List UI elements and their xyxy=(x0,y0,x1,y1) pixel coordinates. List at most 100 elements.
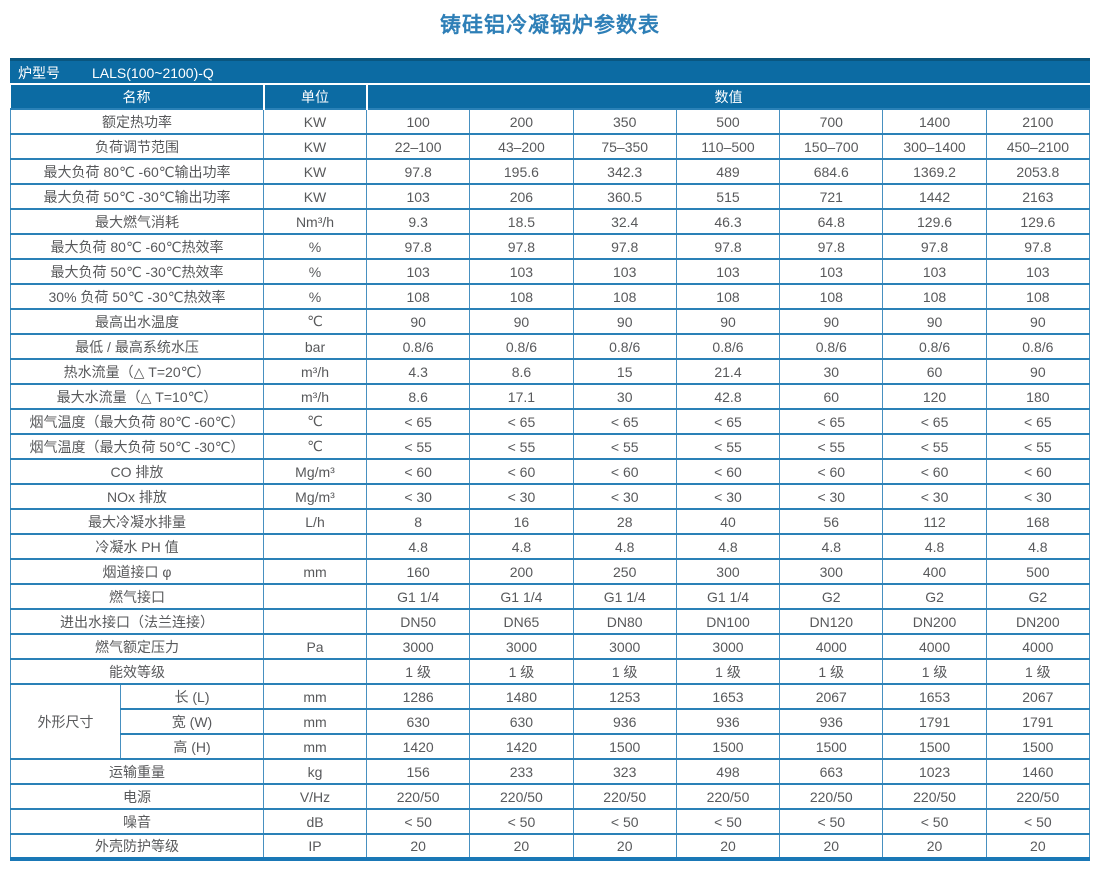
value-cell: 233 xyxy=(469,758,574,785)
value-cell: < 60 xyxy=(469,458,574,485)
value-cell: 75–350 xyxy=(572,133,677,160)
value-cell: 97.8 xyxy=(675,233,781,260)
unit-cell xyxy=(263,658,367,685)
value-cell: 4000 xyxy=(882,633,987,660)
value-cell: 112 xyxy=(882,508,987,535)
value-cell: 1253 xyxy=(572,683,677,710)
value-cell: 663 xyxy=(779,758,884,785)
value-cell: 20 xyxy=(882,833,987,860)
value-cell: 1653 xyxy=(675,683,781,710)
row-label-cell: 30% 负荷 50℃ -30℃热效率 xyxy=(10,283,264,310)
value-cell: 4000 xyxy=(985,633,1091,660)
table-row: 外壳防护等级 IP 20 20 20 20 20 20 20 xyxy=(10,833,1091,860)
unit-cell: mm xyxy=(263,558,367,585)
table-row: 负荷调节范围 KW 22–100 43–200 75–350 110–500 150–700… xyxy=(10,133,1091,160)
value-cell: 160 xyxy=(365,558,471,585)
row-label-cell: 运输重量 xyxy=(10,758,264,785)
table-row: 30% 负荷 50℃ -30℃热效率% 108 108 108 108 108 108 108 xyxy=(10,283,1091,310)
value-cell: < 60 xyxy=(675,458,781,485)
unit-cell: ℃ xyxy=(263,408,367,435)
table-row: 冷凝水 PH 值 4.8 4.8 4.8 4.8 4.8 4.8 4.8 xyxy=(10,533,1091,560)
column-header-row: 名称 单位 数值 xyxy=(10,85,1090,109)
value-cell: DN80 xyxy=(572,608,677,635)
value-cell: < 65 xyxy=(365,408,471,435)
value-cell: 97.8 xyxy=(882,233,987,260)
value-cell: 4.8 xyxy=(572,533,677,560)
value-cell: 684.6 xyxy=(779,158,884,185)
value-cell: 90 xyxy=(365,308,471,335)
value-cell: 156 xyxy=(365,758,471,785)
value-cell: 90 xyxy=(985,358,1091,385)
value-cell: 936 xyxy=(572,708,677,735)
unit-cell: KW xyxy=(263,108,367,135)
value-cell: 108 xyxy=(985,283,1091,310)
value-cell: 0.8/6 xyxy=(985,333,1091,360)
value-cell: 1023 xyxy=(882,758,987,785)
value-cell: 200 xyxy=(469,108,574,135)
unit-cell: V/Hz xyxy=(263,783,367,810)
row-label-cell: 最高出水温度 xyxy=(10,308,264,335)
value-cell: 350 xyxy=(572,108,677,135)
unit-cell: KW xyxy=(263,183,367,210)
value-cell: 108 xyxy=(365,283,471,310)
unit-cell: Mg/m³ xyxy=(263,483,367,510)
value-cell: 1500 xyxy=(572,733,677,760)
value-cell: 1500 xyxy=(675,733,781,760)
value-cell: 936 xyxy=(675,708,781,735)
value-cell: 4.8 xyxy=(469,533,574,560)
value-cell: 0.8/6 xyxy=(675,333,781,360)
value-cell: DN100 xyxy=(675,608,781,635)
value-cell: 16 xyxy=(469,508,574,535)
value-cell: 3000 xyxy=(469,633,574,660)
value-cell: < 50 xyxy=(469,808,574,835)
value-cell: 721 xyxy=(779,183,884,210)
unit-cell xyxy=(263,583,367,610)
value-cell: 4.8 xyxy=(882,533,987,560)
unit-cell: mm xyxy=(263,733,367,760)
value-cell: 64.8 xyxy=(779,208,884,235)
value-cell: 108 xyxy=(779,283,884,310)
value-cell: G2 xyxy=(985,583,1091,610)
row-label-cell: 最大燃气消耗 xyxy=(10,208,264,235)
spec-table-wrap: 炉型号 LALS(100~2100)-Q 名称 单位 数值 额定热功率 KW 100 2… xyxy=(10,58,1091,861)
value-cell: 0.8/6 xyxy=(469,333,574,360)
value-cell: < 65 xyxy=(469,408,574,435)
value-cell: < 55 xyxy=(985,433,1091,460)
row-label-cell: 最大负荷 50℃ -30℃热效率 xyxy=(10,258,264,285)
unit-cell: mm xyxy=(263,708,367,735)
value-cell: 4000 xyxy=(779,633,884,660)
value-cell: 103 xyxy=(469,258,574,285)
value-cell: 100 xyxy=(365,108,471,135)
value-cell: 1400 xyxy=(882,108,987,135)
value-cell: 1 级 xyxy=(469,658,574,685)
table-row: NOx 排放 Mg/m³ < 30 < 30 < 30 < 30 < 30 < 30 < 30 xyxy=(10,483,1091,510)
value-cell: 180 xyxy=(985,383,1091,410)
value-cell: 168 xyxy=(985,508,1091,535)
column-header-unit: 单位 xyxy=(262,85,367,109)
value-cell: 3000 xyxy=(365,633,471,660)
value-cell: < 30 xyxy=(469,483,574,510)
value-cell: 1420 xyxy=(365,733,471,760)
value-cell: 8.6 xyxy=(365,383,471,410)
value-cell: < 50 xyxy=(675,808,781,835)
value-cell: 108 xyxy=(882,283,987,310)
table-row: 最大负荷 80℃ -60℃热效率% 97.8 97.8 97.8 97.8 97.8 97.… xyxy=(10,233,1091,260)
value-cell: 1 级 xyxy=(779,658,884,685)
value-cell: 110–500 xyxy=(675,133,781,160)
value-cell: 97.8 xyxy=(365,158,471,185)
table-row: 高 (H) mm 1420 1420 1500 1500 1500 1500 1500 xyxy=(11,733,1091,760)
value-cell: < 30 xyxy=(985,483,1091,510)
value-cell: 300 xyxy=(675,558,781,585)
value-cell: 0.8/6 xyxy=(779,333,884,360)
value-cell: < 55 xyxy=(469,433,574,460)
value-cell: 46.3 xyxy=(675,208,781,235)
table-row: 最大负荷 50℃ -30℃输出功率 KW 103 206 360.5 515 721 1442… xyxy=(10,183,1091,210)
table-row: 最大冷凝水排量 L/h 8 16 28 40 56 112 168 xyxy=(10,508,1091,535)
value-cell: 1420 xyxy=(469,733,574,760)
value-cell: < 60 xyxy=(882,458,987,485)
value-cell: G1 1/4 xyxy=(469,583,574,610)
value-cell: 8 xyxy=(365,508,471,535)
row-label-cell: 宽 (W) xyxy=(120,708,264,735)
value-cell: 8.6 xyxy=(469,358,574,385)
